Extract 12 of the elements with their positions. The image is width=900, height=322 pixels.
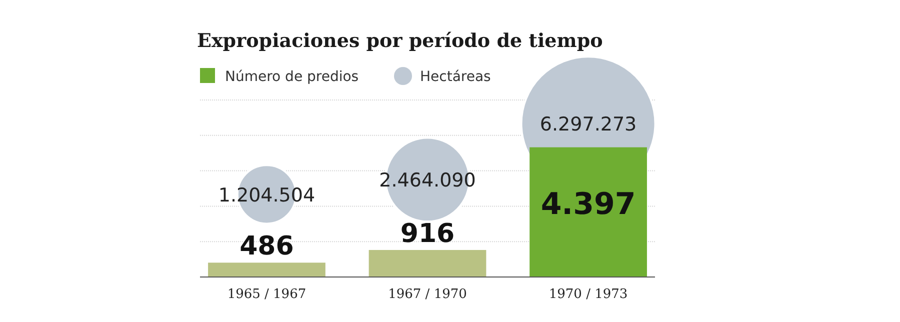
- data-label: 916: [400, 218, 455, 249]
- legend-label: Número de predios: [225, 69, 359, 85]
- data-label: 4.397: [540, 187, 636, 222]
- chart-title: Expropiaciones por período de tiempo: [197, 30, 603, 52]
- data-label: 6.297.273: [540, 114, 637, 136]
- x-tick-label: 1967 / 1970: [388, 287, 467, 302]
- data-label: 1.204.504: [218, 184, 316, 206]
- data-label: 2.464.090: [379, 170, 476, 192]
- x-tick-label: 1970 / 1973: [548, 287, 628, 302]
- data-label: 486: [240, 232, 294, 262]
- x-tick-label: 1965 / 1967: [227, 287, 306, 302]
- legend-label: Hectáreas: [420, 69, 491, 85]
